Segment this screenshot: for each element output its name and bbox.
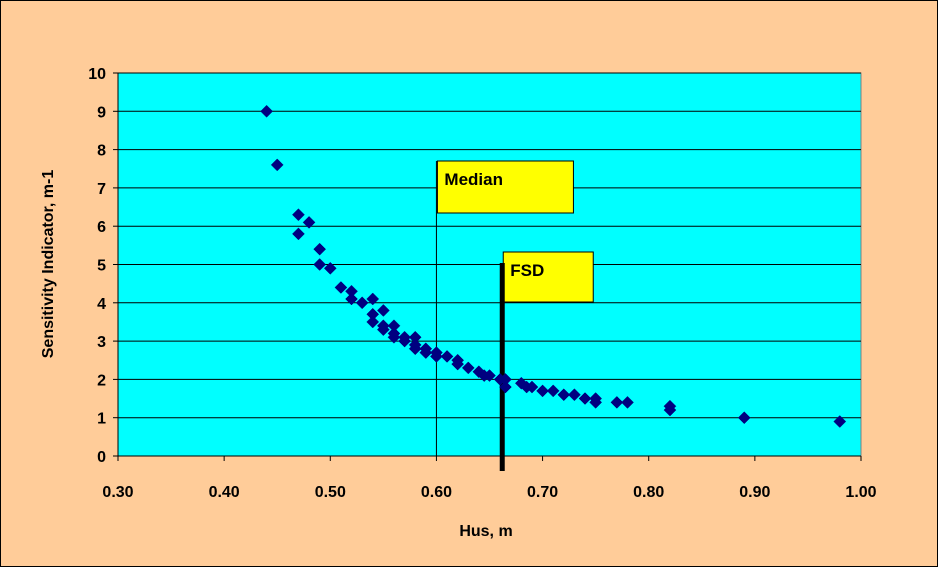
data-point: [355, 296, 369, 310]
data-point: [440, 350, 454, 363]
y-tick-label: 2: [97, 372, 106, 389]
callout-box: [436, 160, 574, 214]
x-tick-label: 0.40: [209, 484, 240, 501]
data-point: [833, 415, 847, 428]
data-point: [557, 388, 571, 402]
x-tick-label: 0.90: [739, 484, 770, 501]
y-tick-label: 9: [97, 104, 106, 121]
x-tick-label: 0.50: [315, 484, 346, 501]
data-point: [292, 227, 305, 241]
y-tick-label: 0: [97, 449, 106, 466]
data-point: [610, 396, 624, 409]
data-point: [461, 361, 475, 375]
reference-line-fsd: FSD: [499, 251, 594, 471]
callout-label: FSD: [510, 261, 544, 280]
y-tick-label: 7: [97, 181, 106, 198]
data-point: [499, 380, 512, 394]
callout-label: Median: [444, 170, 503, 189]
data-point: [260, 104, 273, 118]
data-point: [398, 334, 411, 348]
data-point: [663, 403, 677, 417]
data-point: [387, 330, 401, 344]
y-axis-title: Sensitivity Indicator, m-1: [40, 170, 57, 359]
data-point: [578, 392, 592, 405]
y-tick-label: 1: [97, 411, 106, 428]
data-point: [313, 258, 327, 271]
y-tick-label: 6: [97, 219, 106, 236]
data-point: [568, 388, 581, 402]
data-point: [737, 411, 751, 425]
x-tick-label: 0.60: [421, 484, 452, 501]
x-axis-ticks: 0.30 0.40 0.50 0.60 0.70 0.80 0.90 1.00: [102, 456, 877, 501]
data-point: [313, 242, 327, 256]
data-point: [430, 350, 443, 363]
data-point: [451, 357, 465, 371]
x-tick-label: 0.80: [633, 484, 664, 501]
x-tick-label: 1.00: [845, 484, 876, 501]
x-tick-label: 0.30: [102, 484, 133, 501]
y-tick-label: 3: [97, 334, 106, 351]
y-axis-ticks: 0 1 2 3 4 5 6 7 8 9 10: [88, 66, 118, 466]
callout-box: [502, 251, 594, 303]
data-point: [419, 346, 433, 359]
data-point: [366, 292, 380, 306]
x-axis-title: Hus, m: [459, 523, 512, 540]
data-point: [408, 342, 422, 356]
data-point: [546, 384, 560, 398]
y-tick-label: 10: [88, 66, 106, 83]
reference-line-median: Median: [435, 160, 574, 456]
data-point: [366, 315, 380, 329]
data-point: [270, 158, 284, 172]
data-point: [377, 304, 390, 317]
data-points: [260, 104, 847, 428]
x-tick-label: 0.70: [527, 484, 558, 501]
reference-lines: Median FSD: [435, 160, 594, 471]
data-point: [621, 396, 634, 409]
data-point: [525, 380, 539, 394]
gridlines: [118, 72, 861, 419]
data-point: [345, 292, 358, 306]
data-point: [536, 384, 549, 398]
data-point: [292, 208, 305, 222]
y-tick-label: 8: [97, 143, 106, 160]
data-point: [302, 216, 316, 229]
y-tick-label: 4: [97, 296, 106, 313]
data-point: [483, 369, 496, 382]
y-tick-label: 5: [97, 258, 106, 275]
data-point: [334, 281, 348, 294]
data-point: [377, 323, 390, 336]
data-point: [323, 261, 337, 275]
data-point: [589, 396, 602, 409]
